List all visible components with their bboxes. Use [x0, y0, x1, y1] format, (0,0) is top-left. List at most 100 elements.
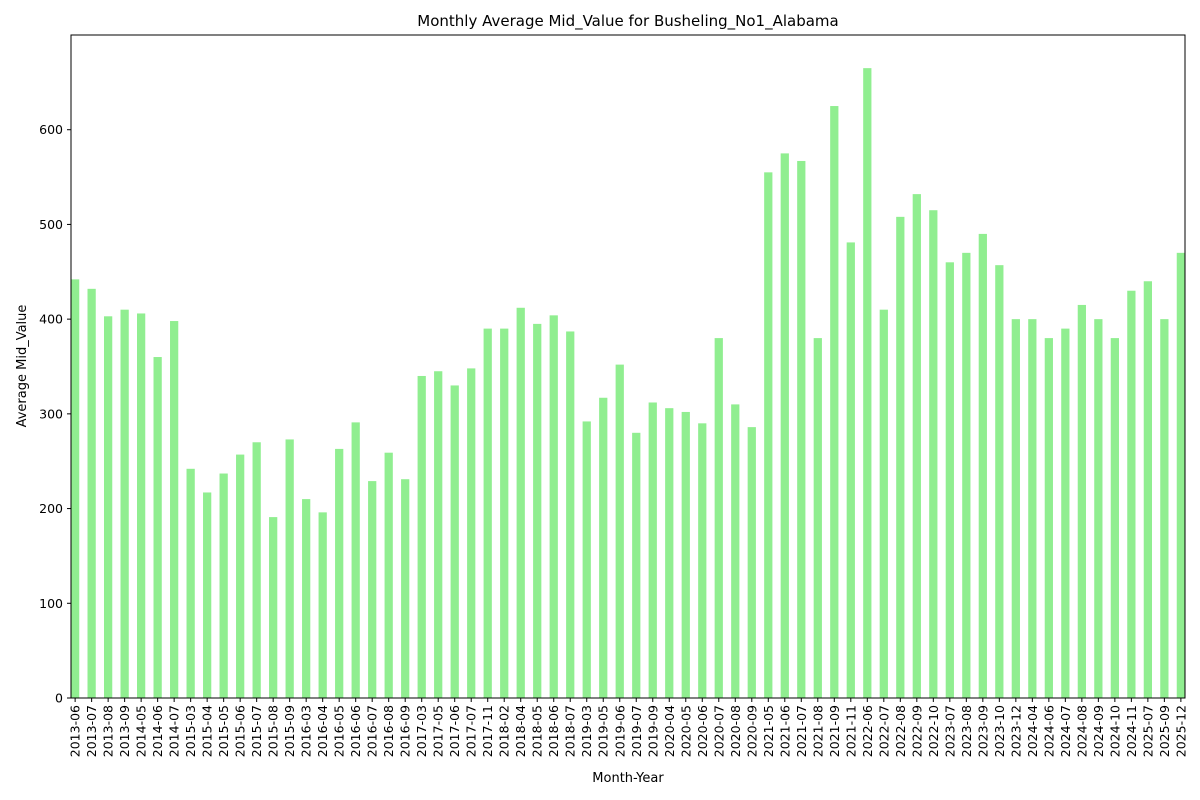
bar-2019-05: [599, 397, 608, 698]
x-tick-label: 2015-08: [266, 705, 281, 757]
x-axis-ticks: 2013-06 2013-07 2013-08 2013-09 2014-05 2014-…: [68, 698, 1188, 757]
bar-2022-10: [929, 210, 938, 698]
x-tick-label: 2018-07: [563, 705, 578, 757]
x-tick-label: 2021-06: [777, 705, 792, 757]
x-tick-label: 2013-06: [68, 705, 83, 757]
y-tick-label: 400: [39, 312, 63, 327]
bar-2013-08: [104, 316, 113, 698]
bar-2024-10: [1110, 338, 1119, 698]
x-tick-label: 2015-04: [200, 705, 215, 757]
bar-2022-06: [863, 68, 872, 698]
x-tick-label: 2016-04: [315, 705, 330, 757]
x-tick-label: 2016-08: [381, 705, 396, 757]
x-tick-label: 2016-05: [332, 705, 347, 757]
bar-2016-05: [335, 448, 344, 698]
x-tick-label: 2016-03: [299, 705, 314, 757]
x-tick-label: 2018-02: [497, 705, 512, 757]
x-tick-label: 2016-06: [348, 705, 363, 757]
x-tick-label: 2015-05: [216, 705, 231, 757]
y-axis-label: Average Mid_Value: [15, 305, 30, 428]
x-tick-label: 2017-11: [480, 705, 495, 757]
bar-2015-05: [219, 473, 228, 698]
x-tick-label: 2019-05: [596, 705, 611, 757]
bar-2016-04: [318, 512, 327, 698]
y-tick-label: 500: [39, 217, 63, 232]
x-tick-label: 2018-06: [546, 705, 561, 757]
x-tick-label: 2022-06: [860, 705, 875, 757]
x-tick-label: 2013-09: [117, 705, 132, 757]
bar-2019-07: [632, 432, 641, 698]
x-tick-label: 2022-08: [893, 705, 908, 757]
bar-2023-12: [1011, 319, 1020, 698]
bar-2020-04: [665, 408, 674, 698]
y-tick-label: 200: [39, 501, 63, 516]
x-tick-label: 2014-05: [134, 705, 149, 757]
x-tick-label: 2023-08: [959, 705, 974, 757]
bar-2023-10: [995, 265, 1004, 698]
chart-title: Monthly Average Mid_Value for Busheling_…: [417, 12, 838, 31]
bar-2025-12: [1176, 252, 1185, 698]
bar-2022-09: [912, 194, 921, 698]
bar-2015-07: [252, 442, 261, 698]
x-tick-label: 2025-09: [1157, 705, 1172, 757]
x-tick-label: 2023-07: [942, 705, 957, 757]
bar-2024-08: [1077, 304, 1086, 698]
bar-2014-05: [137, 313, 146, 698]
x-tick-label: 2018-05: [530, 705, 545, 757]
x-tick-label: 2024-11: [1124, 705, 1139, 757]
bar-2025-09: [1160, 319, 1169, 698]
x-tick-label: 2025-07: [1140, 705, 1155, 757]
x-tick-label: 2022-09: [909, 705, 924, 757]
x-tick-label: 2015-09: [282, 705, 297, 757]
bar-2018-02: [500, 328, 509, 698]
x-tick-label: 2025-12: [1173, 705, 1188, 757]
bar-2017-06: [450, 385, 459, 698]
x-tick-label: 2021-11: [843, 705, 858, 757]
bar-2020-07: [714, 338, 723, 698]
bar-2014-06: [153, 357, 162, 698]
bar-2016-03: [302, 499, 311, 698]
bar-2021-06: [780, 153, 789, 698]
bar-2024-07: [1061, 328, 1070, 698]
x-tick-label: 2014-07: [167, 705, 182, 757]
plot-frame: [70, 34, 1186, 699]
bar-2015-03: [186, 468, 195, 698]
x-tick-label: 2021-07: [794, 705, 809, 757]
x-tick-label: 2022-07: [876, 705, 891, 757]
bar-2023-08: [962, 252, 971, 698]
bar-2022-07: [879, 309, 888, 698]
x-tick-label: 2024-09: [1091, 705, 1106, 757]
x-tick-label: 2013-07: [84, 705, 99, 757]
x-tick-label: 2023-09: [975, 705, 990, 757]
bar-2017-05: [434, 371, 443, 698]
y-axis-ticks: 0 100 200 300 400 500 600: [39, 122, 71, 706]
x-tick-label: 2024-07: [1058, 705, 1073, 757]
bar-2016-09: [401, 479, 410, 698]
x-tick-label: 2017-07: [464, 705, 479, 757]
x-tick-label: 2021-05: [761, 705, 776, 757]
bar-2019-09: [648, 402, 657, 698]
x-tick-label: 2021-08: [810, 705, 825, 757]
x-tick-label: 2024-10: [1107, 705, 1122, 757]
x-tick-label: 2016-07: [365, 705, 380, 757]
y-tick-label: 300: [39, 406, 63, 421]
x-tick-label: 2015-03: [183, 705, 198, 757]
bar-2023-09: [978, 233, 987, 698]
bar-2015-09: [285, 439, 294, 698]
x-tick-label: 2016-09: [398, 705, 413, 757]
bar-2016-07: [368, 481, 377, 698]
bar-2022-08: [896, 216, 905, 698]
x-tick-label: 2019-03: [579, 705, 594, 757]
x-tick-label: 2019-06: [612, 705, 627, 757]
x-tick-label: 2021-09: [827, 705, 842, 757]
x-tick-label: 2020-05: [678, 705, 693, 757]
x-tick-label: 2020-08: [728, 705, 743, 757]
bar-2020-06: [698, 423, 707, 698]
x-tick-label: 2024-06: [1041, 705, 1056, 757]
x-tick-label: 2022-10: [926, 705, 941, 757]
bar-2015-06: [236, 454, 245, 698]
bars-group: [71, 68, 1185, 699]
y-tick-label: 600: [39, 122, 63, 137]
